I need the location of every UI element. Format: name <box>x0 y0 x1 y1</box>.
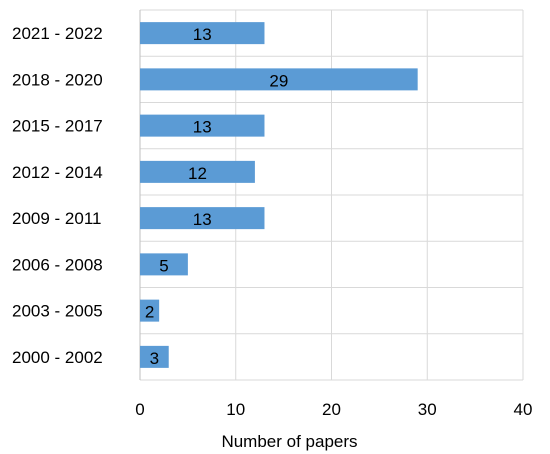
category-label: 2006 - 2008 <box>12 255 103 274</box>
grid <box>140 10 523 380</box>
category-label: 2009 - 2011 <box>12 209 101 228</box>
data-label: 12 <box>188 164 207 183</box>
category-label: 2021 - 2022 <box>12 24 103 43</box>
data-label: 13 <box>193 210 212 229</box>
category-labels: 2021 - 2022 2018 - 2020 2015 - 2017 2012 - … <box>12 24 103 367</box>
data-label: 5 <box>159 256 168 275</box>
data-label: 29 <box>269 71 288 90</box>
category-label: 2000 - 2002 <box>12 348 103 367</box>
category-label: 2018 - 2020 <box>12 70 103 89</box>
data-label: 2 <box>145 303 154 322</box>
x-axis-title: Number of papers <box>221 432 357 451</box>
x-tick-labels: 0 10 20 30 40 <box>135 400 532 419</box>
x-tick-label: 10 <box>226 400 245 419</box>
x-tick-label: 40 <box>514 400 533 419</box>
x-tick-label: 30 <box>418 400 437 419</box>
data-label: 13 <box>193 118 212 137</box>
data-label: 3 <box>150 349 159 368</box>
category-label: 2015 - 2017 <box>12 117 103 136</box>
x-tick-label: 0 <box>135 400 144 419</box>
category-label: 2003 - 2005 <box>12 302 103 321</box>
category-label: 2012 - 2014 <box>12 163 103 182</box>
x-tick-label: 20 <box>322 400 341 419</box>
data-label: 13 <box>193 25 212 44</box>
